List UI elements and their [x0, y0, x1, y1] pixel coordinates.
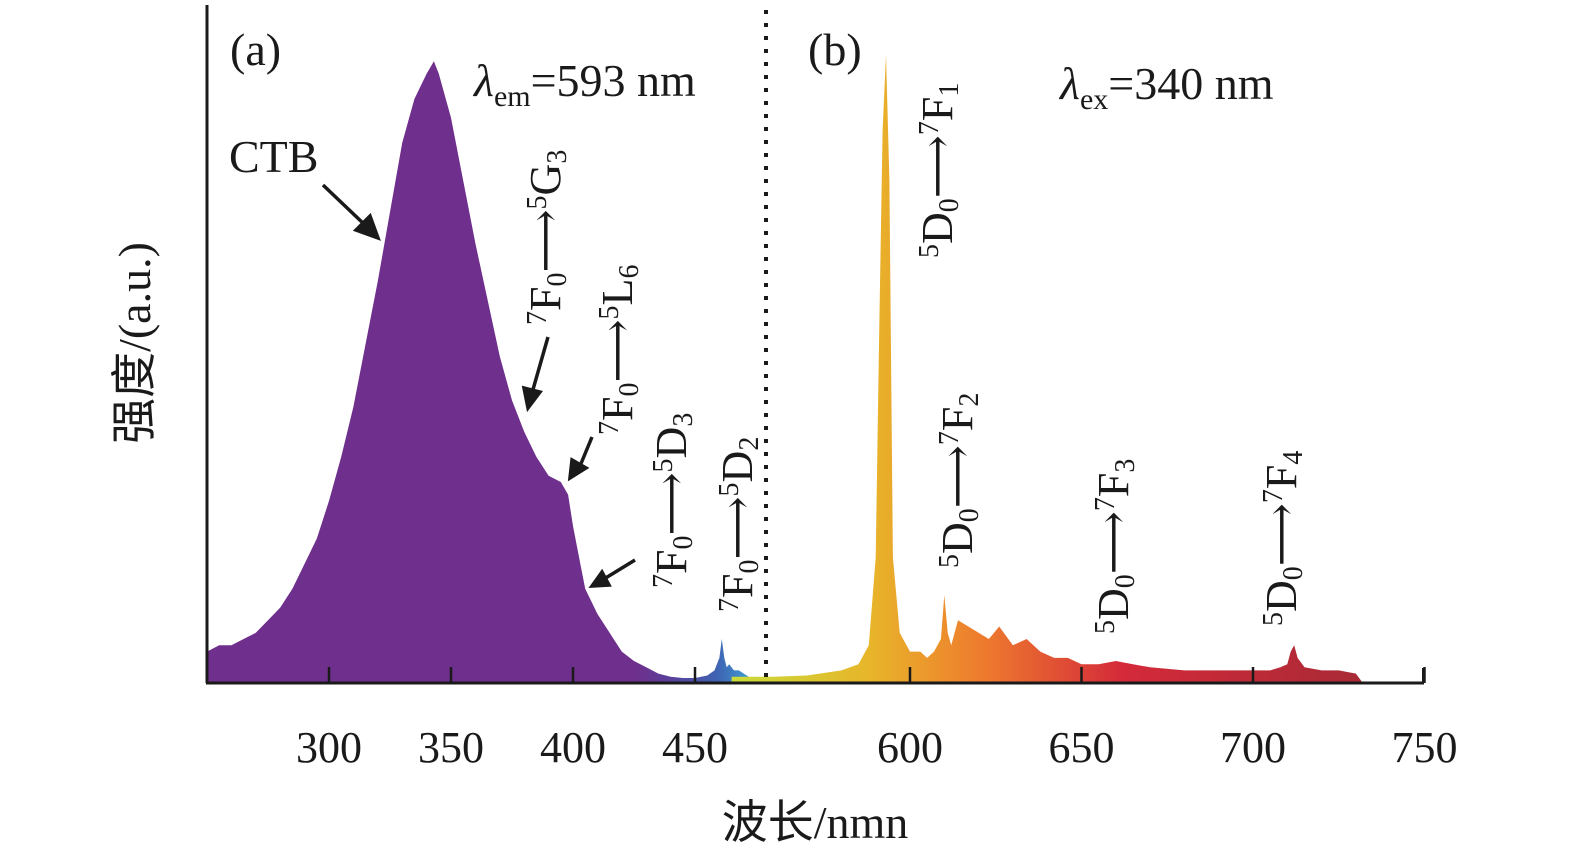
lambda-sub-b: ex	[1080, 83, 1108, 116]
panel-b-label: (b)	[808, 24, 862, 75]
x-tick-label-400: 400	[540, 723, 606, 772]
transition-5d0-7f3: 5D0⟶7F3	[1089, 459, 1141, 634]
ctb-arrow	[321, 183, 367, 227]
x-tick-label-600: 600	[877, 723, 943, 772]
panel-b-condition: λex=340 nm	[1058, 58, 1274, 116]
x-tick-label-700: 700	[1220, 723, 1286, 772]
lambda-sub-a: em	[494, 80, 531, 113]
y-axis-title: 强度/(a.u.)	[109, 242, 160, 444]
transition-5d0-7f4: 5D0⟶7F4	[1257, 451, 1309, 626]
series-area-a-excitation	[207, 61, 756, 684]
d3-arrow	[603, 558, 636, 581]
series-area-b-emission	[731, 55, 1363, 683]
lambda-symbol-b: λ	[1058, 58, 1080, 109]
ctb-arrowhead	[352, 212, 381, 241]
x-axis-title: 波长/nmn	[722, 797, 909, 848]
transition-7f0-5g3: 7F0⟶5G3	[521, 150, 573, 325]
panel-a-condition: λem=593 nm	[472, 55, 696, 113]
plot-area	[207, 55, 1363, 684]
lambda-rest-a: =593 nm	[531, 55, 696, 106]
panel-a-label: (a)	[230, 24, 281, 75]
x-tick-label-750: 750	[1392, 723, 1458, 772]
x-tick-marks	[327, 667, 1426, 683]
g3-arrow	[530, 336, 550, 394]
lambda-rest-b: =340 nm	[1108, 58, 1273, 109]
x-tick-labels: 300 350 400 450 600 650 700 750	[296, 723, 1458, 772]
d3-arrowhead	[588, 568, 612, 588]
x-tick-label-450: 450	[662, 723, 728, 772]
transition-labels: 7F0⟶5G3 7F0⟶5L6 7F0⟶5D3 7F0⟶5D2 5D0⟶7F1 …	[521, 83, 1309, 634]
lambda-symbol-a: λ	[472, 55, 494, 106]
l6-arrow	[578, 436, 594, 467]
x-tick-label-300: 300	[296, 723, 362, 772]
l6-arrowhead	[567, 457, 590, 482]
g3-arrowhead	[521, 385, 543, 413]
ctb-label: CTB	[229, 131, 318, 182]
transition-7f0-5d3: 7F0⟶5D3	[647, 413, 699, 588]
x-tick-label-350: 350	[418, 723, 484, 772]
transition-7f0-5l6: 7F0⟶5L6	[593, 265, 645, 435]
x-tick-label-650: 650	[1049, 723, 1115, 772]
transition-5d0-7f2: 5D0⟶7F2	[933, 393, 985, 568]
transition-7f0-5d2: 7F0⟶5D2	[713, 437, 765, 612]
transition-5d0-7f1: 5D0⟶7F1	[913, 83, 965, 258]
annotation-arrows	[321, 183, 636, 588]
